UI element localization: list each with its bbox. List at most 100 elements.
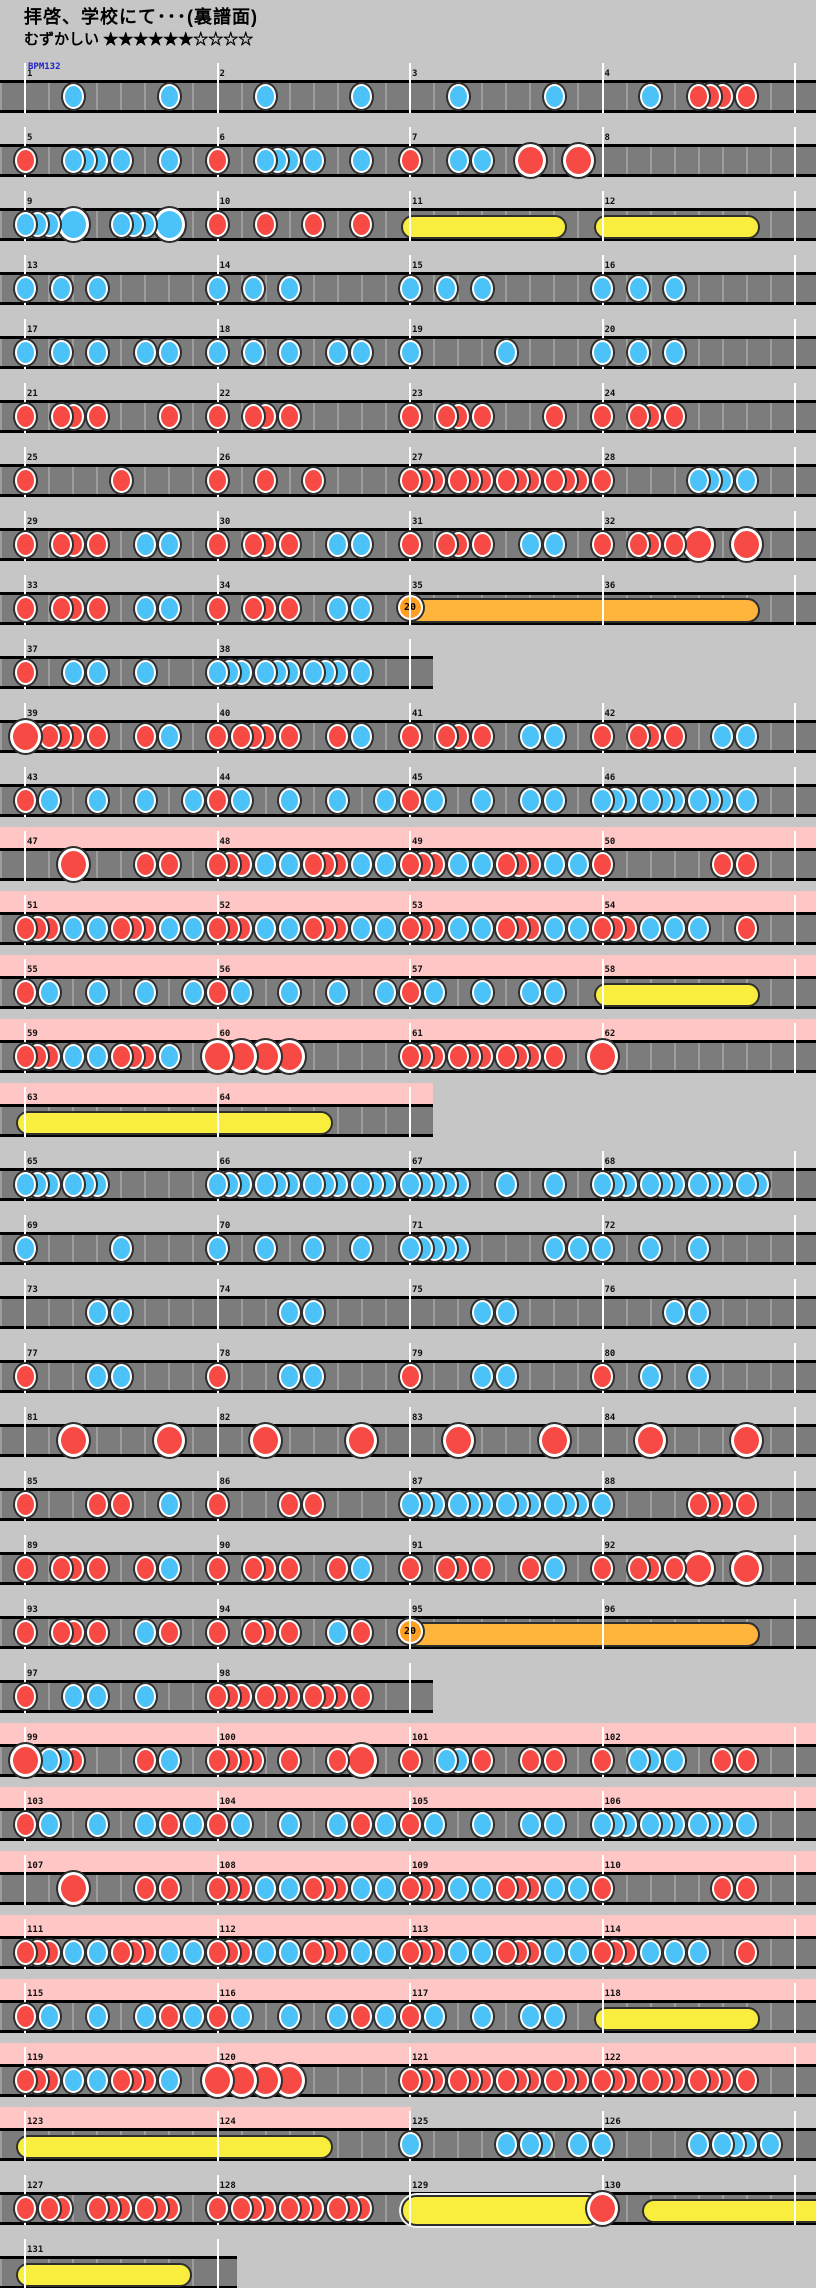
note-ka	[86, 1044, 108, 1069]
note-don	[14, 2004, 36, 2029]
measure-number: 54	[604, 901, 616, 911]
beat-divider	[769, 1491, 772, 1518]
beat-divider	[96, 211, 99, 238]
beat-divider	[697, 147, 700, 174]
measure-line	[794, 1983, 796, 2033]
measure-number: 36	[604, 581, 616, 591]
note-ka	[664, 916, 686, 941]
measure-number: 53	[412, 901, 423, 911]
note-don	[495, 852, 517, 877]
note-big-don	[153, 1424, 185, 1457]
beat-divider	[721, 1939, 724, 1966]
measure-number: 57	[412, 965, 423, 975]
beat-divider	[577, 2003, 580, 2030]
measure-line	[216, 1407, 219, 1457]
note-don	[279, 1620, 301, 1645]
note-ka	[38, 788, 60, 813]
beat-divider	[48, 1427, 51, 1454]
note-ka	[519, 788, 541, 813]
measure-line	[601, 63, 604, 113]
beat-divider	[673, 851, 676, 878]
beat-divider	[312, 1619, 315, 1646]
note-don	[399, 1044, 421, 1069]
measure-number: 52	[219, 901, 231, 911]
measure-number: 13	[27, 261, 38, 271]
note-don	[255, 212, 277, 237]
beat-divider	[697, 275, 700, 302]
beat-divider	[553, 1299, 556, 1326]
beat-divider	[360, 1299, 363, 1326]
note-ka	[279, 1300, 301, 1325]
beat-divider	[625, 1363, 628, 1390]
note-don	[399, 788, 421, 813]
note-don	[543, 1748, 565, 1773]
beat-divider	[625, 2195, 628, 2222]
measure-number: 118	[604, 1989, 621, 1999]
measure-number: 124	[219, 2117, 236, 2127]
note-ka	[664, 1940, 686, 1965]
note-don	[447, 468, 469, 493]
beat-divider	[312, 1747, 315, 1774]
note-don	[279, 1748, 301, 1773]
measure-line	[794, 1023, 796, 1073]
measure-number: 126	[604, 2117, 621, 2127]
beat-divider	[745, 1043, 748, 1070]
note-ka	[736, 468, 758, 493]
beat-divider	[0, 275, 2, 302]
note-don	[14, 788, 36, 813]
beat-divider	[336, 1235, 339, 1262]
beat-divider	[360, 2067, 363, 2094]
measure-number: 6	[219, 133, 225, 143]
beat-divider	[384, 2067, 387, 2094]
beat-divider	[240, 1619, 243, 1646]
note-ka	[351, 340, 373, 365]
beat-divider	[505, 1811, 508, 1838]
beat-divider	[625, 147, 628, 174]
measure-number: 28	[604, 453, 616, 463]
beat-divider	[769, 595, 772, 622]
note-don	[303, 1684, 325, 1709]
measure-number: 117	[412, 1989, 429, 1999]
measure-number: 62	[604, 1029, 616, 1039]
note-ka	[351, 1172, 373, 1197]
note-ka	[447, 852, 469, 877]
note-don	[207, 1812, 228, 1837]
note-don	[50, 532, 72, 557]
beat-divider	[577, 1747, 580, 1774]
beat-divider	[553, 275, 556, 302]
beat-divider	[433, 1299, 436, 1326]
measure-number: 68	[604, 1157, 616, 1167]
note-don	[207, 1556, 228, 1581]
note-don	[158, 1876, 180, 1901]
beat-divider	[312, 2003, 315, 2030]
note-ka	[86, 788, 108, 813]
measure-number: 80	[604, 1349, 616, 1359]
note-don	[592, 1748, 613, 1773]
note-ka	[519, 532, 541, 557]
note-don	[712, 852, 734, 877]
beat-divider	[168, 1235, 171, 1262]
note-don	[628, 532, 650, 557]
note-ka	[471, 788, 493, 813]
note-big-don	[202, 1040, 233, 1073]
beat-divider	[769, 83, 772, 110]
note-don	[14, 1812, 36, 1837]
note-don	[664, 1556, 686, 1581]
beat-divider	[769, 531, 772, 558]
beat-divider	[384, 1555, 387, 1582]
note-ka	[375, 788, 397, 813]
note-don	[207, 468, 228, 493]
note-ka	[62, 1044, 84, 1069]
beat-divider	[0, 2195, 2, 2222]
beat-divider	[312, 1811, 315, 1838]
measure-number: 108	[219, 1861, 236, 1871]
note-ka	[423, 980, 445, 1005]
beat-divider	[505, 531, 508, 558]
note-ka	[279, 788, 301, 813]
note-don	[712, 1748, 734, 1773]
measure-number: 114	[604, 1925, 621, 1935]
measure-line	[409, 1407, 411, 1457]
note-ka	[688, 1236, 710, 1261]
beat-divider	[384, 1043, 387, 1070]
